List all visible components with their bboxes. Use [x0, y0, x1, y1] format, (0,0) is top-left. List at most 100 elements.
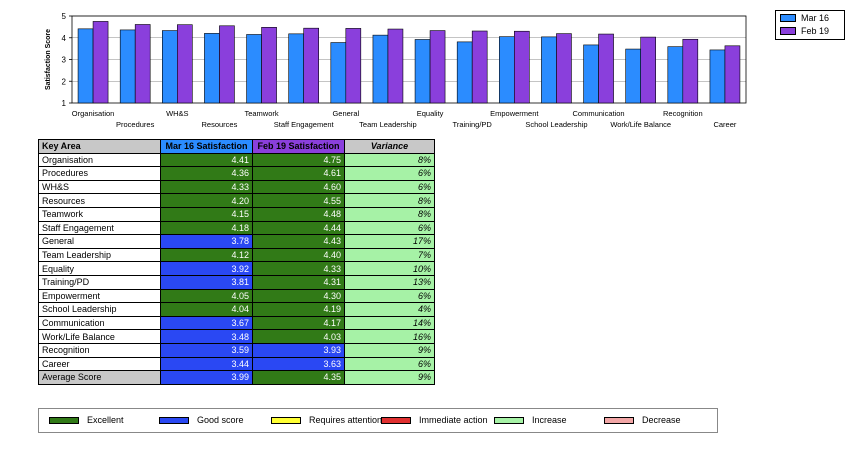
variance-cell: 6% — [344, 220, 435, 236]
feb19-score-cell: 4.43 — [252, 234, 345, 249]
mar16-score-cell: 3.67 — [160, 315, 253, 331]
table-row: Career 3.44 3.63 6% — [38, 356, 435, 372]
header-key-area: Key Area — [38, 139, 161, 154]
key-area-cell: Organisation — [38, 152, 161, 168]
table-row: Communication 3.67 4.17 14% — [38, 315, 435, 331]
feb19-score-cell: 4.48 — [252, 206, 345, 222]
variance-cell: 7% — [344, 247, 435, 263]
mar16-score-cell: 4.04 — [160, 302, 253, 317]
key-area-cell: Work/Life Balance — [38, 329, 161, 344]
y-axis-label: Satisfaction Score — [45, 29, 52, 90]
feb19-score-cell: 4.55 — [252, 193, 345, 208]
feb19-score-cell: 3.93 — [252, 342, 345, 358]
key-item: Requires attention — [271, 415, 382, 425]
key-label: Good score — [197, 415, 244, 425]
y-tick-label: 2 — [62, 77, 67, 86]
table-row: General 3.78 4.43 17% — [38, 234, 435, 249]
mar16-score-cell: 3.99 — [160, 370, 253, 385]
feb19-score-cell: 4.17 — [252, 315, 345, 331]
feb19-score-cell: 4.33 — [252, 261, 345, 276]
bar — [261, 27, 277, 104]
bar — [471, 30, 488, 104]
bar — [303, 27, 319, 104]
bar — [345, 28, 362, 104]
bar — [514, 30, 530, 104]
mar16-score-cell: 3.59 — [160, 342, 253, 358]
table-row: Empowerment 4.05 4.30 6% — [38, 288, 435, 304]
mar16-score-cell: 4.18 — [160, 220, 253, 236]
feb19-score-cell: 4.75 — [252, 152, 345, 168]
variance-cell: 9% — [344, 370, 435, 385]
mar16-score-cell: 3.78 — [160, 234, 253, 249]
mar16-score-cell: 4.20 — [160, 193, 253, 208]
key-area-cell: Communication — [38, 315, 161, 331]
feb19-score-cell: 4.60 — [252, 179, 345, 195]
bar — [541, 36, 557, 104]
table-row: Procedures 4.36 4.61 6% — [38, 166, 435, 181]
key-item: Decrease — [604, 415, 681, 425]
table-row: Resources 4.20 4.55 8% — [38, 193, 435, 208]
mar16-score-cell: 3.92 — [160, 261, 253, 276]
variance-cell: 13% — [344, 274, 435, 290]
key-label: Increase — [532, 415, 567, 425]
bar — [134, 24, 151, 104]
bar — [640, 36, 656, 104]
x-tick-label: School Leadership — [525, 120, 587, 129]
bar — [246, 34, 262, 104]
x-tick-label: Equality — [417, 109, 444, 118]
legend-label-mar16: Mar 16 — [801, 12, 830, 23]
bar — [92, 21, 109, 104]
legend-label-feb19: Feb 19 — [801, 25, 830, 36]
x-tick-label: Organisation — [72, 109, 115, 118]
key-area-cell: Resources — [38, 193, 161, 208]
x-tick-label: Staff Engagement — [274, 120, 335, 129]
x-tick-label: WH&S — [166, 109, 189, 118]
table-row: School Leadership 4.04 4.19 4% — [38, 302, 435, 317]
key-area-cell: Career — [38, 356, 161, 372]
table-row: Team Leadership 4.12 4.40 7% — [38, 247, 435, 263]
y-tick-label: 3 — [62, 56, 67, 65]
key-area-cell: Average Score — [38, 370, 161, 385]
x-tick-label: General — [332, 109, 359, 118]
legend-swatch-feb19 — [780, 26, 796, 35]
variance-cell: 4% — [344, 302, 435, 317]
key-area-cell: General — [38, 234, 161, 249]
variance-cell: 6% — [344, 356, 435, 372]
key-area-cell: Team Leadership — [38, 247, 161, 263]
feb19-score-cell: 4.30 — [252, 288, 345, 304]
plot-frame — [71, 15, 747, 104]
bar — [499, 36, 515, 104]
key-label: Excellent — [87, 415, 124, 425]
feb19-score-cell: 4.19 — [252, 302, 345, 317]
variance-cell: 17% — [344, 234, 435, 249]
feb19-score-cell: 4.61 — [252, 166, 345, 181]
bar — [625, 48, 641, 104]
feb19-score-cell: 4.44 — [252, 220, 345, 236]
bar — [372, 34, 389, 104]
bar — [667, 46, 684, 104]
key-area-cell: Staff Engagement — [38, 220, 161, 236]
bar — [682, 38, 699, 104]
bar — [709, 49, 726, 104]
x-tick-label: Career — [713, 120, 736, 129]
key-label: Decrease — [642, 415, 681, 425]
mar16-score-cell: 3.48 — [160, 329, 253, 344]
bar — [456, 41, 473, 104]
variance-cell: 14% — [344, 315, 435, 331]
x-tick-label: Procedures — [116, 120, 155, 129]
bar — [119, 29, 136, 104]
x-tick-label: Resources — [202, 120, 238, 129]
feb19-score-cell: 3.63 — [252, 356, 345, 372]
key-item: Increase — [494, 415, 567, 425]
key-swatch — [159, 416, 189, 424]
legend-swatch-mar16 — [780, 13, 796, 22]
key-swatch — [49, 416, 79, 424]
key-label: Immediate action — [419, 415, 488, 425]
bar — [556, 33, 572, 104]
y-tick-label: 5 — [62, 12, 67, 21]
mar16-score-cell: 4.05 — [160, 288, 253, 304]
bar — [583, 44, 599, 104]
legend-item-feb19: Feb 19 — [776, 24, 844, 37]
mar16-score-cell: 4.41 — [160, 152, 253, 168]
key-area-table: Key Area Mar 16 Satisfaction Feb 19 Sati… — [38, 139, 435, 385]
